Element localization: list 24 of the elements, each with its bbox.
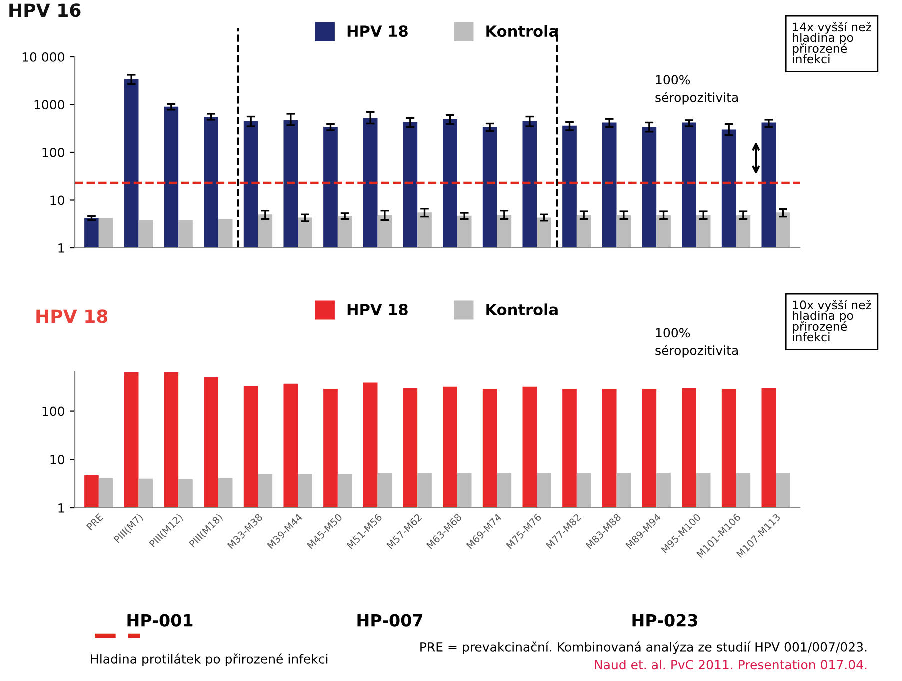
text: PRE = prevakcinační. Kombinovaná analýza ze studií HPV 001/007/023. [420, 642, 867, 654]
annotation: 100% séropozitivita [656, 75, 738, 105]
text: 100% séropozitivita [656, 328, 738, 358]
text: 10x vyšší než hladina po přirozené infekci [793, 300, 872, 342]
legend-label: Kontrola [486, 25, 558, 38]
text: Naud et. al. PvC 2011. Presentation 017.04. [595, 660, 867, 670]
y-tick-label: 100 [42, 406, 64, 416]
legend-label: HPV 18 [348, 304, 408, 316]
annotation: 14x vyšší než hladina po přirozené infekci [793, 22, 872, 64]
text: HP-023 [632, 614, 698, 627]
y-tick-label: 1 [58, 244, 64, 253]
y-tick-label: 1000 [34, 100, 64, 110]
text: Hladina protilátek po přirozené infekci [91, 654, 328, 666]
y-tick-label: 10 [50, 455, 64, 465]
text: HP-001 [128, 614, 193, 627]
y-tick-label: 1 [58, 504, 64, 513]
y-tick-label: 100 [42, 148, 64, 158]
y-tick-label: 10 000 [22, 52, 64, 62]
y-tick-label: 10 [50, 196, 64, 206]
chart-title: HPV 18 [36, 310, 108, 324]
chart-title: HPV 16 [10, 4, 81, 18]
text: HP-007 [358, 614, 422, 627]
legend-label: Kontrola [486, 304, 558, 316]
legend-label: HPV 18 [348, 26, 408, 38]
